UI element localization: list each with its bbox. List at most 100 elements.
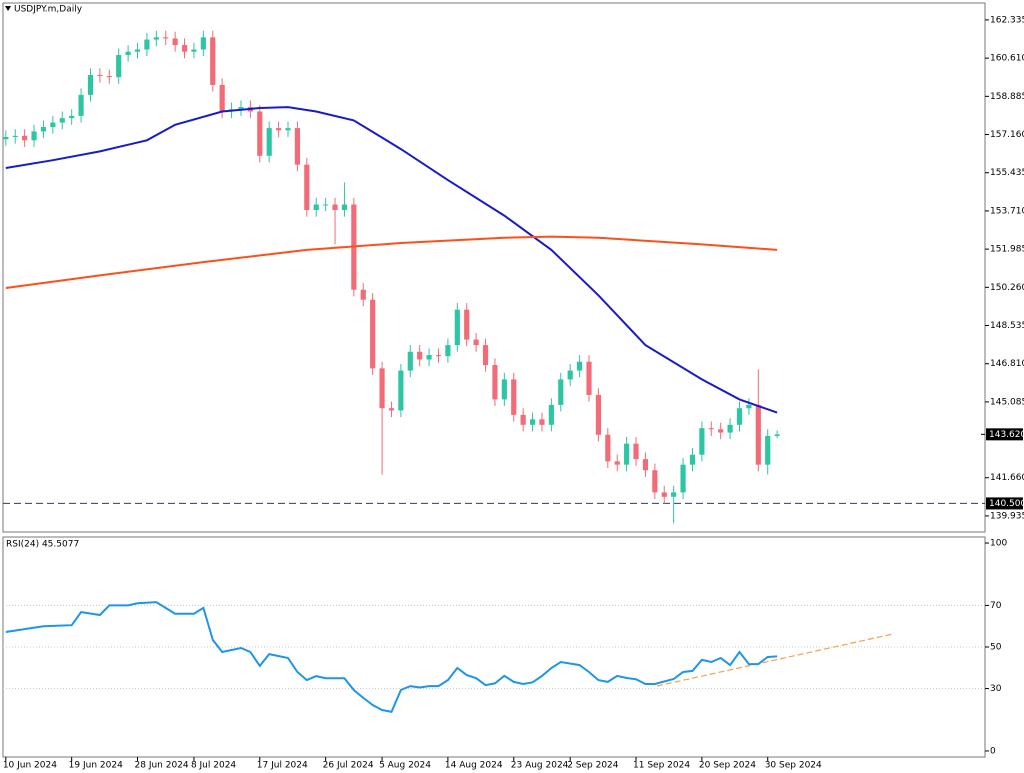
candle-body — [163, 37, 169, 39]
y-tick-label: 160.610 — [990, 54, 1024, 64]
candle-body — [388, 408, 395, 411]
candle-body — [313, 204, 319, 211]
x-tick-label: 28 Jun 2024 — [135, 761, 189, 771]
candle-body — [548, 404, 554, 425]
candle-body — [304, 164, 310, 211]
x-tick-label: 8 Jul 2024 — [191, 761, 236, 771]
candle-body — [595, 394, 601, 435]
x-tick-label: 30 Sep 2024 — [765, 761, 822, 771]
x-tick-label: 2 Sep 2024 — [567, 761, 619, 771]
candle-body — [323, 204, 329, 206]
candle-body — [605, 434, 611, 462]
x-tick-label: 11 Sep 2024 — [633, 761, 690, 771]
candle-body — [520, 414, 526, 425]
candle-body — [134, 49, 141, 52]
price-panel — [2, 2, 986, 533]
rsi-label: RSI(24) 45.5077 — [6, 540, 79, 550]
y-tick-label: 0 — [990, 746, 996, 756]
candle-body — [765, 435, 771, 465]
candle-body — [482, 345, 489, 366]
candle-body — [200, 37, 206, 50]
y-tick-label: 162.335 — [990, 15, 1024, 25]
candle-body — [727, 424, 733, 433]
candle-body — [294, 128, 300, 165]
candle-body — [97, 74, 103, 77]
y-tick-label: 153.710 — [990, 206, 1024, 216]
candle-body — [276, 128, 282, 131]
candle-body — [172, 38, 178, 46]
y-tick-label: 139.935 — [990, 511, 1024, 521]
y-tick-label: 157.160 — [990, 130, 1024, 140]
y-tick-label: 141.660 — [990, 473, 1024, 483]
candle-body — [210, 37, 216, 85]
x-tick-label: 26 Jul 2024 — [323, 761, 374, 771]
x-tick-label: 17 Jul 2024 — [257, 761, 308, 771]
x-tick-label: 23 Aug 2024 — [511, 761, 569, 771]
line-series — [5, 601, 778, 714]
candle-body — [661, 492, 667, 497]
candle-body — [22, 135, 28, 141]
candle-body — [501, 379, 507, 400]
candle-body — [586, 361, 592, 395]
candle-body — [106, 76, 112, 78]
x-tick-label: 20 Sep 2024 — [699, 761, 756, 771]
last-price-label: 143.620 — [989, 430, 1024, 440]
candle-body — [680, 464, 686, 493]
chart-title: USDJPY.m,Daily — [14, 5, 83, 15]
candle-body — [370, 299, 376, 369]
price-level-box — [986, 497, 1023, 510]
candle-body — [755, 404, 761, 465]
candle-body — [50, 122, 56, 128]
candle-body — [642, 459, 649, 471]
candle-body — [379, 368, 385, 409]
candle-body — [257, 111, 263, 156]
candle-body — [332, 204, 338, 211]
candle-body — [238, 107, 244, 110]
candle-body — [181, 45, 188, 52]
candle-body — [435, 355, 442, 357]
y-tick-label: 146.810 — [990, 359, 1024, 369]
candle-body — [614, 461, 620, 465]
candle-body — [511, 379, 517, 415]
candle-body — [417, 351, 423, 360]
candle-body — [69, 115, 75, 119]
y-tick-label: 145.085 — [990, 397, 1024, 407]
candle-body — [492, 365, 498, 400]
candle-body — [59, 118, 65, 123]
line-series — [5, 235, 778, 289]
candle-body — [285, 128, 291, 131]
candle-body — [736, 408, 743, 425]
candle-body — [3, 136, 9, 140]
candle-body — [398, 370, 404, 411]
candle-body — [577, 361, 583, 371]
candle-body — [341, 204, 348, 211]
candle-body — [473, 339, 479, 346]
last-price-box — [986, 428, 1023, 441]
candle-body — [699, 428, 705, 455]
y-tick-label: 70 — [990, 601, 1002, 611]
candle-body — [539, 419, 545, 425]
candle-body — [31, 131, 37, 141]
y-tick-label: 150.260 — [990, 283, 1024, 293]
candle-body — [407, 351, 413, 371]
candle-body — [718, 429, 724, 433]
y-tick-label: 100 — [990, 539, 1007, 549]
y-tick-label: 50 — [990, 643, 1002, 653]
y-tick-label: 155.435 — [990, 168, 1024, 178]
candle-body — [266, 128, 272, 156]
x-tick-label: 10 Jun 2024 — [3, 761, 57, 771]
candle-body — [360, 289, 366, 300]
candle-body — [671, 492, 677, 497]
candle-body — [78, 94, 84, 116]
menu-triangle — [5, 6, 11, 11]
x-tick-label: 14 Aug 2024 — [445, 761, 503, 771]
candle-body — [567, 370, 573, 380]
x-tick-label: 19 Jun 2024 — [69, 761, 123, 771]
candle-body — [774, 434, 780, 436]
candle-body — [558, 379, 564, 405]
candle-body — [708, 428, 714, 430]
candle-body — [87, 74, 94, 95]
candle-body — [12, 135, 18, 137]
candle-body — [464, 309, 470, 340]
